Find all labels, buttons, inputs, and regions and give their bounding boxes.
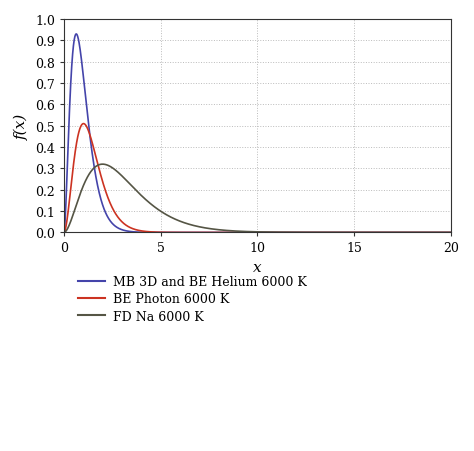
Legend: MB 3D and BE Helium 6000 K, BE Photon 6000 K, FD Na 6000 K: MB 3D and BE Helium 6000 K, BE Photon 60…: [78, 276, 307, 323]
Y-axis label: f(x): f(x): [15, 113, 29, 139]
X-axis label: x: x: [253, 260, 262, 274]
